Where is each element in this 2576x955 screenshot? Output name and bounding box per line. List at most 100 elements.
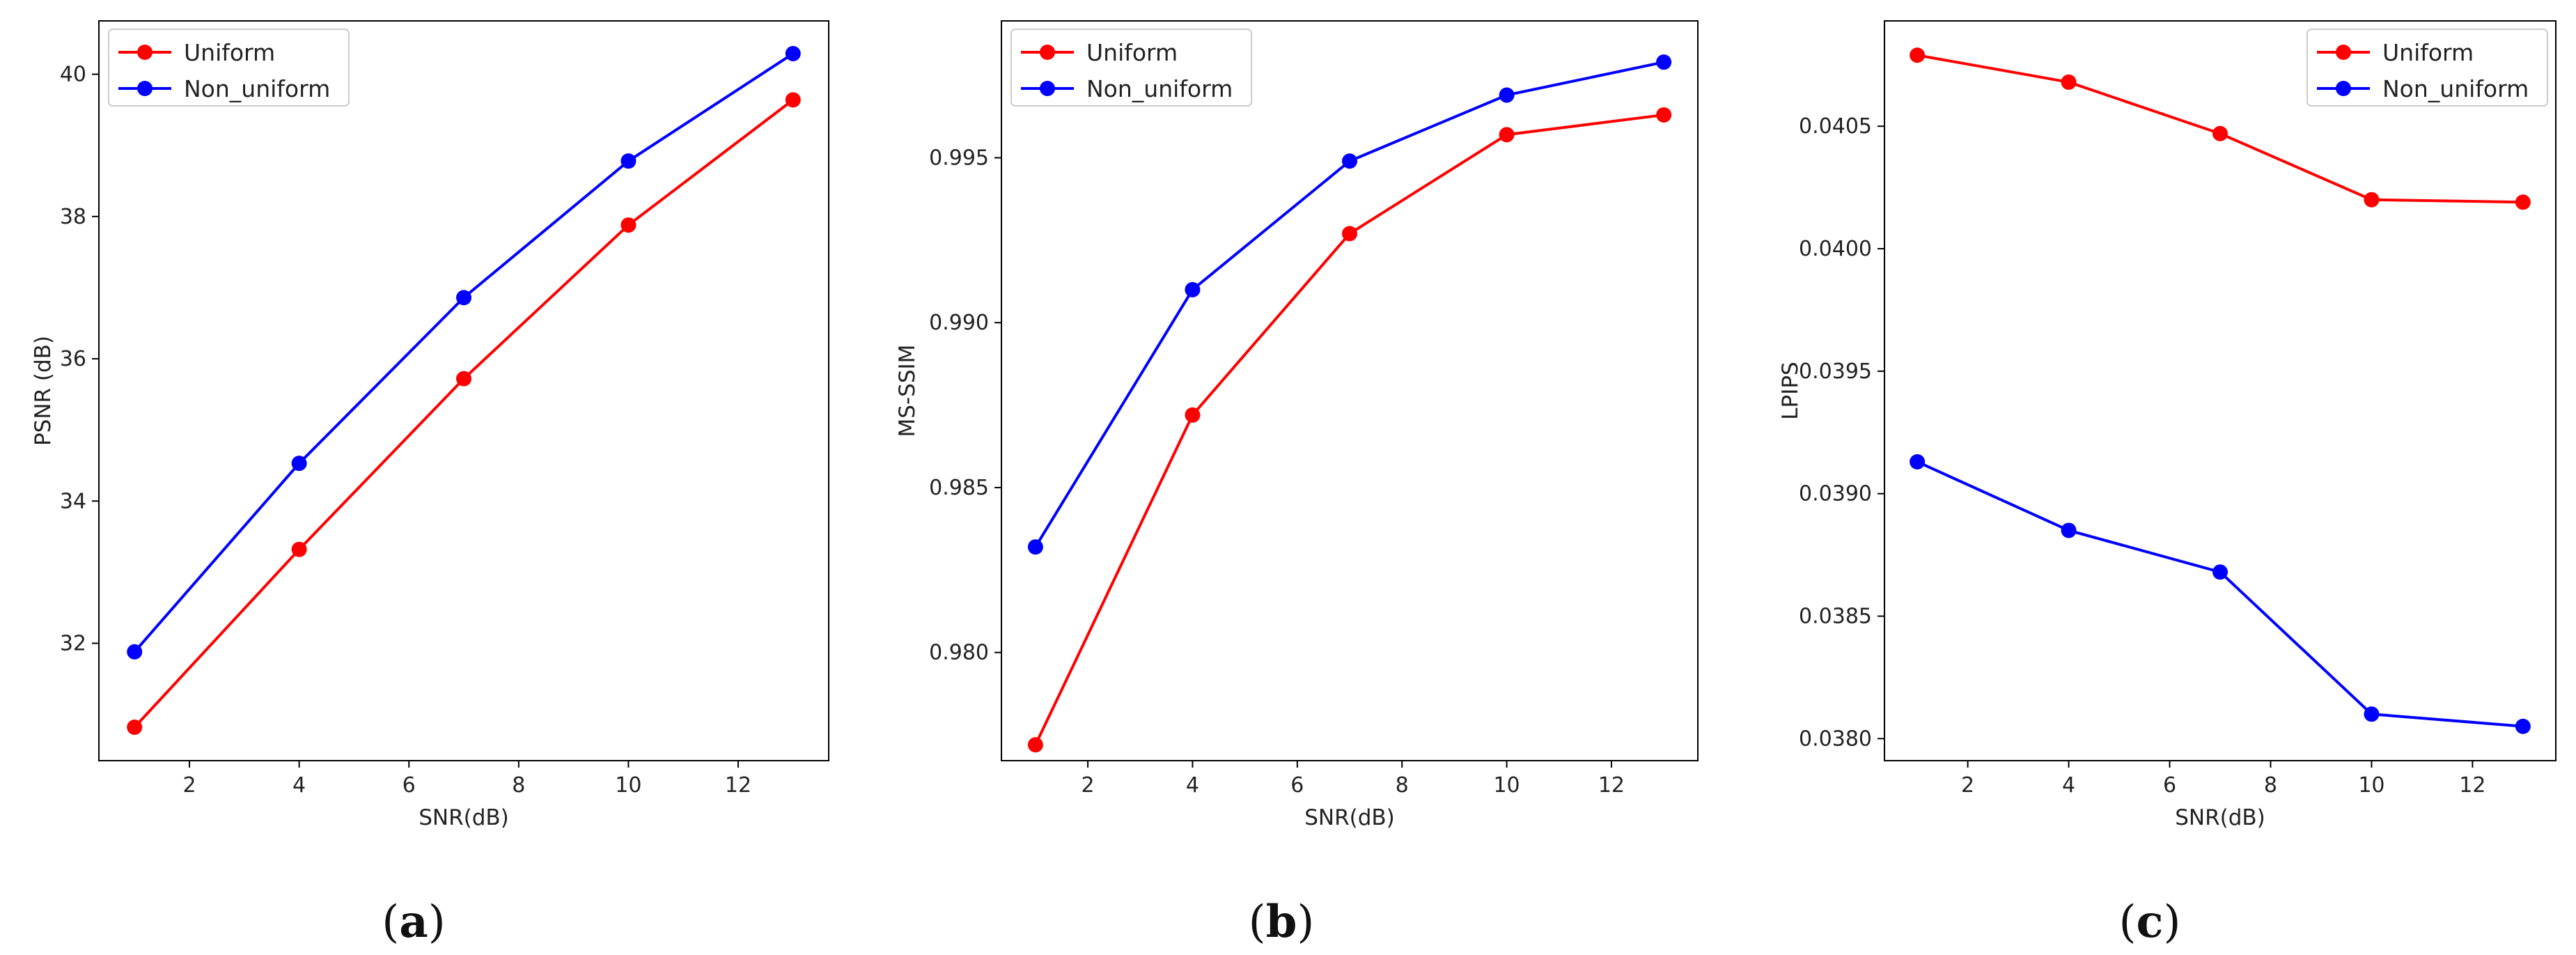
data-point [1342, 226, 1357, 242]
legend-label: Uniform [2382, 39, 2474, 66]
data-point [1499, 87, 1515, 103]
x-tick-label: 2 [1961, 773, 1974, 798]
data-point [620, 217, 637, 233]
x-tick-label: 4 [2062, 773, 2075, 798]
data-point [456, 290, 471, 306]
x-tick-label: 8 [2264, 773, 2277, 798]
legend-box [2306, 29, 2548, 107]
data-point [2364, 706, 2380, 722]
legend-label: Uniform [184, 39, 275, 66]
data-point [785, 92, 801, 108]
data-point [2515, 194, 2531, 210]
y-tick-label: 0.990 [929, 311, 989, 335]
plot-frame [1884, 20, 2557, 761]
data-point [2515, 718, 2531, 734]
data-point [127, 720, 143, 736]
legend-box [1010, 29, 1252, 107]
data-point [1910, 47, 1926, 63]
x-tick-label: 8 [1396, 773, 1409, 798]
legend-marker [2336, 81, 2351, 96]
panel-caption: (a) [382, 896, 445, 948]
chart-panel-a: 2 4 6 8 10 12 32 34 36 38 40 SNR(dB) PSNR (dB) Unifor… [31, 20, 829, 948]
x-tick-label: 6 [1290, 773, 1304, 798]
legend-box [108, 29, 350, 107]
data-point [2364, 192, 2380, 208]
data-point [1499, 127, 1515, 143]
legend-label: Non_uniform [1086, 75, 1233, 102]
x-tick-label: 6 [403, 773, 416, 798]
chart-panel-b: 2 4 6 8 10 12 0.980 0.985 0.990 0.995 SNR(dB) MS-SS… [895, 20, 1699, 948]
x-tick-label: 6 [2163, 773, 2176, 798]
plot-frame [98, 20, 829, 761]
data-point [291, 541, 307, 557]
legend: Uniform Non_uniform [108, 29, 350, 107]
panel-caption-letter: c [2137, 896, 2164, 948]
y-tick-label: 36 [60, 347, 86, 371]
y-tick-label: 0.0390 [1799, 482, 1872, 506]
x-tick-label: 10 [2358, 773, 2384, 798]
x-axis-label: SNR(dB) [1304, 805, 1395, 830]
data-point [456, 371, 471, 387]
legend: Uniform Non_uniform [1010, 29, 1252, 107]
y-axis-label: PSNR (dB) [31, 336, 56, 446]
data-point [127, 644, 143, 660]
y-tick-label: 0.0385 [1799, 605, 1872, 629]
data-point [2212, 564, 2228, 580]
x-tick-label: 10 [615, 773, 641, 798]
y-tick-label: 0.995 [929, 146, 989, 170]
panel-caption-letter: b [1266, 896, 1297, 948]
x-tick-label: 4 [292, 773, 306, 798]
legend-label: Non_uniform [2382, 75, 2529, 102]
data-point [1185, 407, 1201, 423]
data-point [620, 153, 637, 169]
y-tick-label: 0.0400 [1799, 237, 1872, 261]
y-tick-label: 32 [60, 632, 86, 656]
x-tick-label: 8 [512, 773, 525, 798]
legend-label: Non_uniform [184, 75, 330, 102]
x-tick-label: 12 [1598, 773, 1625, 798]
data-point [1656, 54, 1672, 70]
y-axis-label: MS-SSIM [895, 345, 920, 437]
legend-marker [1040, 81, 1055, 96]
data-point [2061, 74, 2077, 90]
legend-marker [137, 81, 153, 96]
y-tick-label: 0.0405 [1799, 114, 1872, 139]
x-axis-label: SNR(dB) [419, 805, 509, 830]
x-tick-label: 2 [1082, 773, 1095, 798]
chart-panel-c: 2 4 6 8 10 12 0.0380 0.0385 0.0390 0.0395 0.0400 0.… [1778, 20, 2557, 948]
y-tick-label: 34 [60, 489, 86, 513]
data-point [2061, 522, 2077, 538]
x-tick-label: 4 [1186, 773, 1199, 798]
panel-caption: (b) [1249, 896, 1315, 948]
data-point [1910, 453, 1926, 469]
legend-label: Uniform [1086, 39, 1178, 66]
x-axis-label: SNR(dB) [2175, 805, 2265, 830]
data-point [291, 456, 307, 472]
y-tick-label: 0.980 [929, 641, 989, 665]
y-tick-label: 38 [60, 205, 86, 229]
data-point [1027, 539, 1043, 555]
legend: Uniform Non_uniform [2306, 29, 2548, 107]
y-tick-label: 0.0380 [1799, 727, 1872, 751]
panel-caption-letter: a [399, 896, 428, 948]
legend-marker [1040, 45, 1055, 60]
data-point [1027, 737, 1043, 753]
y-axis-label: LPIPS [1778, 362, 1803, 419]
y-tick-label: 40 [60, 63, 86, 87]
legend-marker [2336, 45, 2351, 60]
data-point [1342, 153, 1357, 169]
y-tick-label: 0.985 [929, 476, 989, 500]
legend-marker [137, 45, 153, 60]
x-tick-label: 12 [2459, 773, 2485, 798]
y-tick-label: 0.0395 [1799, 359, 1872, 384]
x-tick-label: 10 [1493, 773, 1520, 798]
data-point [1185, 281, 1201, 297]
x-tick-label: 12 [725, 773, 751, 798]
data-point [1656, 107, 1672, 123]
data-point [2212, 125, 2228, 141]
panel-caption: (c) [2119, 896, 2181, 948]
data-point [785, 45, 801, 61]
plot-frame [1001, 20, 1699, 761]
x-tick-label: 2 [182, 773, 196, 798]
